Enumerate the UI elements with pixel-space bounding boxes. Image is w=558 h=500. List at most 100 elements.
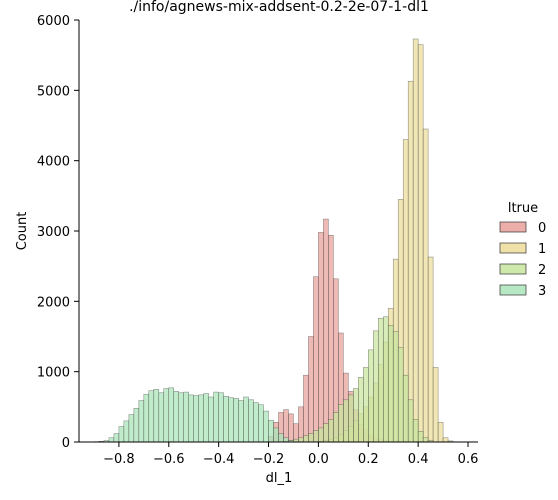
- bar-series-3: [108, 437, 115, 443]
- bar-series-3: [123, 420, 130, 443]
- bar-series-3: [173, 391, 179, 443]
- bar-series-2: [358, 377, 364, 443]
- legend-label-0: 0: [538, 221, 546, 236]
- bar-series-0: [308, 336, 314, 443]
- bar-series-2: [402, 374, 409, 443]
- bar-series-3: [218, 392, 224, 443]
- bar-series-0: [298, 406, 304, 443]
- bar-series-1: [407, 80, 414, 443]
- bar-series-0: [323, 218, 329, 443]
- legend-swatch-2: [499, 263, 527, 275]
- bar-series-1: [412, 38, 419, 443]
- y-tick-label: 0: [62, 436, 70, 451]
- x-ticks: −0.8 −0.6 −0.4 −0.2 0.0 0.2 0.4 0.6: [103, 442, 478, 467]
- legend-swatch-1: [499, 242, 527, 254]
- y-tick-label: 6000: [37, 14, 70, 29]
- bar-series-2: [407, 399, 414, 443]
- y-tick-label: 2000: [37, 295, 70, 310]
- legend-label-1: 1: [538, 242, 546, 257]
- bar-series-3: [168, 387, 175, 443]
- y-tick-label: 1000: [37, 366, 70, 381]
- x-tick-label: 0.2: [358, 452, 379, 467]
- legend-title: ltrue: [508, 201, 538, 216]
- bar-series-2: [373, 330, 379, 443]
- bar-series-0: [328, 234, 334, 443]
- bar-series-3: [133, 407, 140, 443]
- bar-series-2: [363, 367, 369, 443]
- legend-label-2: 2: [538, 263, 546, 278]
- bar-series-3: [118, 426, 125, 443]
- legend-label-3: 3: [538, 284, 546, 299]
- bar-series-3: [193, 395, 199, 443]
- legend-swatch-0: [499, 221, 527, 233]
- bar-series-3: [243, 396, 249, 443]
- legend-swatch-3: [499, 284, 527, 296]
- bar-series-2: [348, 394, 354, 443]
- bar-series-3: [283, 437, 289, 443]
- bar-series-2: [392, 331, 399, 443]
- bar-series-2: [422, 437, 429, 443]
- legend: ltrue 0 1 2 3: [499, 201, 546, 299]
- bar-series-3: [158, 392, 165, 443]
- bar-series-2: [313, 430, 319, 443]
- bar-series-3: [223, 396, 229, 443]
- bar-series-2: [353, 388, 359, 443]
- y-ticks: 0 1000 2000 3000 4000 5000 6000: [37, 14, 79, 451]
- bar-series-2: [323, 423, 329, 443]
- bar-series-0: [303, 374, 309, 443]
- bar-series-0: [288, 413, 294, 443]
- bar-series-3: [113, 433, 120, 443]
- bar-series-2: [333, 412, 339, 443]
- x-tick-label: 0.6: [458, 452, 479, 467]
- bar-series-2: [298, 437, 304, 443]
- bar-series-3: [233, 398, 239, 443]
- bar-series-1: [437, 422, 444, 443]
- bar-series-2: [318, 427, 324, 443]
- bar-series-3: [278, 433, 284, 443]
- bar-series-3: [198, 394, 204, 443]
- bar-series-0: [318, 232, 324, 443]
- bar-series-2: [412, 419, 419, 443]
- bar-series-3: [128, 414, 135, 443]
- bar-series-2: [417, 431, 424, 443]
- bar-series-3: [178, 392, 184, 443]
- bar-series-3: [208, 396, 214, 443]
- x-axis-label: dl_1: [266, 471, 293, 486]
- bar-series-2: [343, 399, 349, 443]
- bar-series-2: [308, 433, 314, 443]
- bars-layer: [93, 38, 454, 443]
- x-tick-label: −0.8: [103, 452, 135, 467]
- y-tick-label: 5000: [37, 84, 70, 99]
- bar-series-0: [313, 276, 319, 443]
- bar-series-2: [338, 404, 344, 443]
- bar-series-2: [303, 435, 309, 443]
- bar-series-3: [268, 419, 274, 443]
- bar-series-3: [143, 393, 150, 443]
- x-tick-label: −0.4: [203, 452, 235, 467]
- bar-series-3: [253, 402, 259, 443]
- bar-series-2: [387, 325, 394, 443]
- x-tick-label: 0.0: [308, 452, 329, 467]
- y-axis-label: Count: [15, 212, 30, 251]
- bar-series-1: [427, 256, 434, 443]
- bar-series-1: [442, 437, 449, 443]
- bar-series-3: [148, 390, 155, 443]
- bar-series-1: [432, 367, 439, 443]
- bar-series-3: [228, 397, 234, 443]
- bar-series-2: [397, 347, 404, 443]
- bar-series-3: [273, 427, 279, 443]
- x-tick-label: 0.4: [408, 452, 429, 467]
- bar-series-2: [378, 317, 384, 443]
- bar-series-1: [422, 128, 429, 443]
- chart-title: ./info/agnews-mix-addsent-0.2-2e-07-1-dl…: [129, 0, 429, 15]
- bar-series-3: [258, 404, 264, 443]
- bar-series-3: [248, 399, 254, 443]
- x-tick-label: −0.6: [153, 452, 185, 467]
- bar-series-3: [153, 389, 160, 443]
- bar-series-2: [382, 316, 389, 443]
- bar-series-3: [163, 388, 170, 443]
- bar-series-3: [183, 391, 189, 443]
- bar-series-3: [263, 410, 269, 443]
- bar-series-3: [213, 391, 219, 443]
